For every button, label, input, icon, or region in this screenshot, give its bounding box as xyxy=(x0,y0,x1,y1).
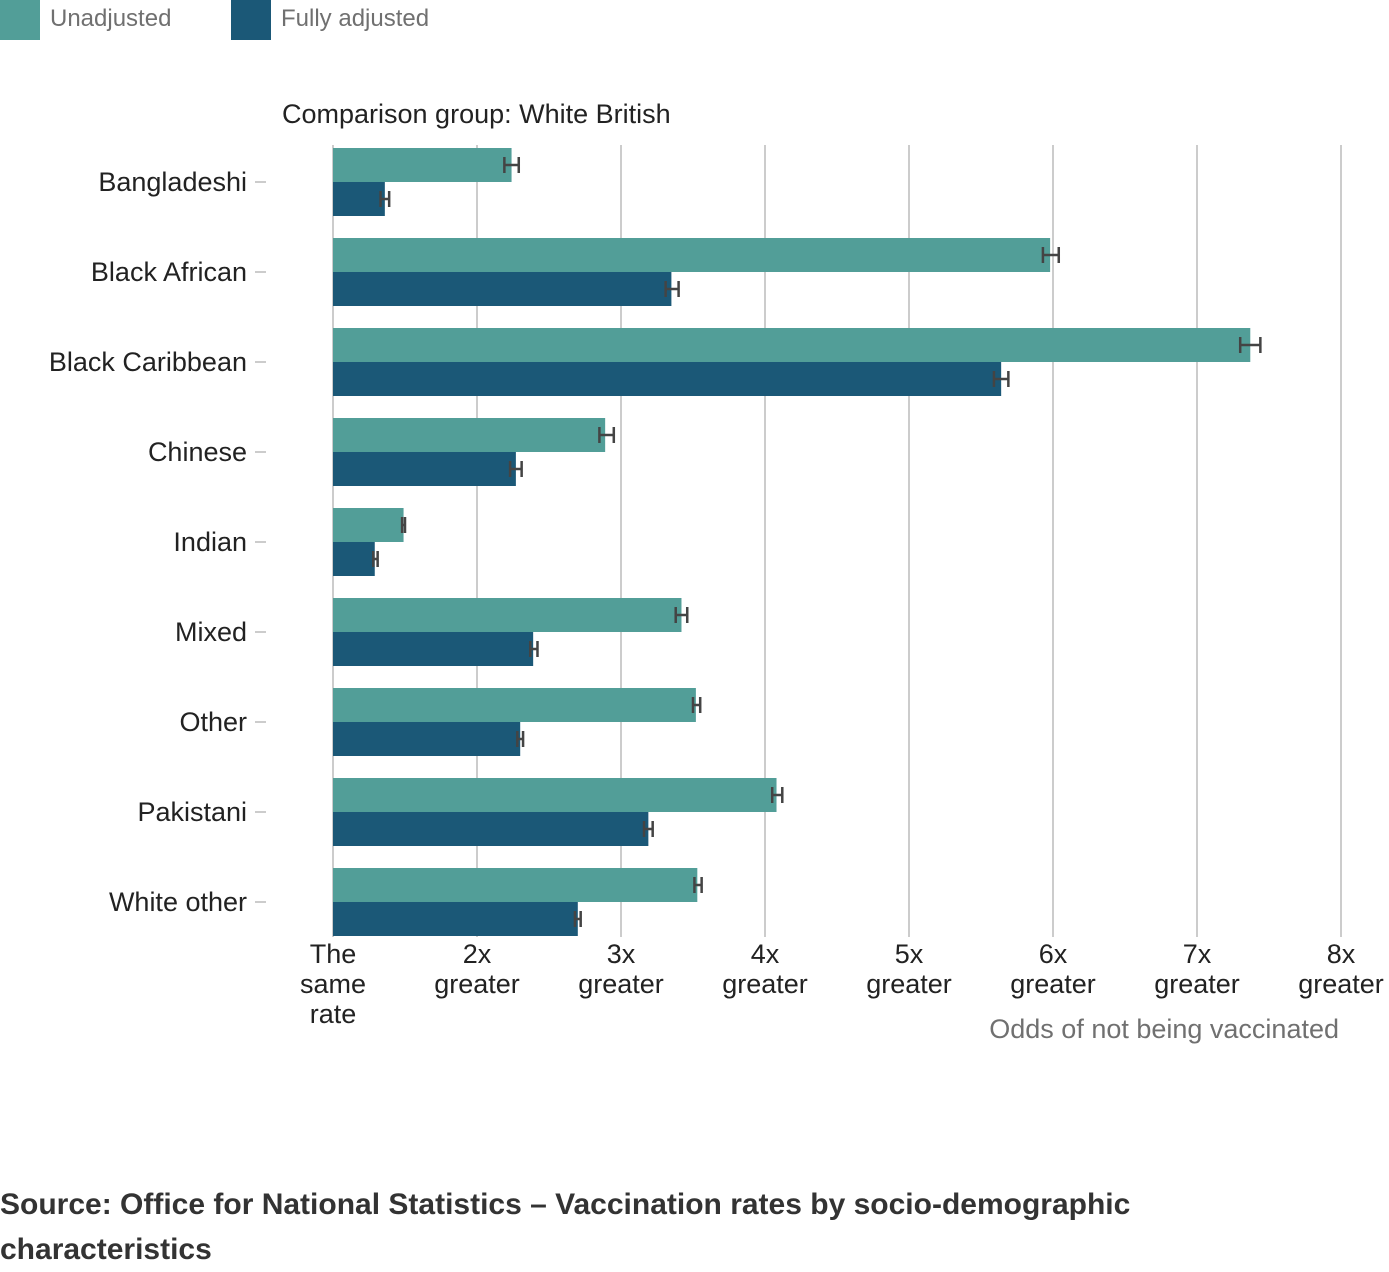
bar-fully-adjusted-pakistani xyxy=(333,812,649,846)
error-bars xyxy=(372,157,1262,927)
bar-unadjusted-pakistani xyxy=(333,778,777,812)
category-label-black-caribbean: Black Caribbean xyxy=(49,347,247,377)
bar-unadjusted-black-caribbean xyxy=(333,328,1251,362)
error-bar-fully-adjusted-white-other xyxy=(573,911,582,927)
x-tick-label: 4x greater xyxy=(722,939,808,999)
chart: Unadjusted Fully adjusted Comparison gro… xyxy=(0,0,1384,1044)
legend-swatch-unadjusted xyxy=(0,0,40,40)
category-label-pakistani: Pakistani xyxy=(137,797,247,827)
bar-unadjusted-bangladeshi xyxy=(333,148,512,182)
error-bar-fully-adjusted-pakistani xyxy=(642,821,654,837)
error-bar-fully-adjusted-black-caribbean xyxy=(992,371,1010,387)
x-tick-label: 3x greater xyxy=(578,939,664,999)
x-axis-title: Odds of not being vaccinated xyxy=(989,1014,1339,1044)
category-label-indian: Indian xyxy=(173,527,247,557)
x-tick-label: The same rate xyxy=(300,939,366,1029)
category-label-white-other: White other xyxy=(109,887,247,917)
bar-fully-adjusted-other xyxy=(333,722,521,756)
bar-unadjusted-black-african xyxy=(333,238,1051,272)
error-bar-unadjusted-other xyxy=(691,697,702,713)
source-note: Source: Office for National Statistics –… xyxy=(0,1188,1131,1266)
bar-fully-adjusted-chinese xyxy=(333,452,516,486)
bars xyxy=(333,148,1251,936)
x-tick-label: 2x greater xyxy=(434,939,520,999)
error-bar-fully-adjusted-bangladeshi xyxy=(379,191,391,207)
category-labels: Bangladeshi Black African Black Caribbean C… xyxy=(49,167,266,917)
error-bar-fully-adjusted-chinese xyxy=(508,461,523,477)
error-bar-unadjusted-chinese xyxy=(598,427,616,443)
category-label-black-african: Black African xyxy=(91,257,247,287)
error-bar-unadjusted-white-other xyxy=(693,877,703,893)
legend-label-unadjusted: Unadjusted xyxy=(50,5,171,32)
bar-unadjusted-white-other xyxy=(333,868,698,902)
error-bar-fully-adjusted-black-african xyxy=(664,281,680,297)
error-bar-unadjusted-black-caribbean xyxy=(1238,337,1262,353)
bar-fully-adjusted-black-caribbean xyxy=(333,362,1002,396)
bar-fully-adjusted-mixed xyxy=(333,632,534,666)
x-tick-label: 7x greater xyxy=(1154,939,1240,999)
category-label-mixed: Mixed xyxy=(175,617,247,647)
bar-unadjusted-indian xyxy=(333,508,404,542)
x-tick-label: 5x greater xyxy=(866,939,952,999)
x-tick-label: 8x greater xyxy=(1298,939,1384,999)
x-tick-labels: The same rate 2x greater 3x greater 4x greater 5x… xyxy=(300,939,1384,1029)
error-bar-fully-adjusted-indian xyxy=(372,551,379,567)
category-label-bangladeshi: Bangladeshi xyxy=(98,167,247,197)
error-bar-unadjusted-pakistani xyxy=(770,787,784,803)
chart-subtitle: Comparison group: White British xyxy=(282,99,671,129)
error-bar-unadjusted-indian xyxy=(400,517,407,533)
error-bar-fully-adjusted-other xyxy=(516,731,525,747)
bar-unadjusted-mixed xyxy=(333,598,682,632)
bar-unadjusted-other xyxy=(333,688,696,722)
legend-label-fully-adjusted: Fully adjusted xyxy=(281,5,429,32)
bar-fully-adjusted-black-african xyxy=(333,272,672,306)
bar-fully-adjusted-white-other xyxy=(333,902,578,936)
bar-fully-adjusted-indian xyxy=(333,542,375,576)
error-bar-unadjusted-bangladeshi xyxy=(503,157,521,173)
category-label-chinese: Chinese xyxy=(148,437,247,467)
error-bar-unadjusted-mixed xyxy=(674,607,689,623)
x-tick-label: 6x greater xyxy=(1010,939,1096,999)
legend-swatch-fully-adjusted xyxy=(231,0,271,40)
category-label-other: Other xyxy=(179,707,247,737)
error-bar-unadjusted-black-african xyxy=(1041,247,1061,263)
error-bar-fully-adjusted-mixed xyxy=(529,641,539,657)
bar-unadjusted-chinese xyxy=(333,418,606,452)
legend: Unadjusted Fully adjusted xyxy=(0,0,429,40)
bar-fully-adjusted-bangladeshi xyxy=(333,182,385,216)
